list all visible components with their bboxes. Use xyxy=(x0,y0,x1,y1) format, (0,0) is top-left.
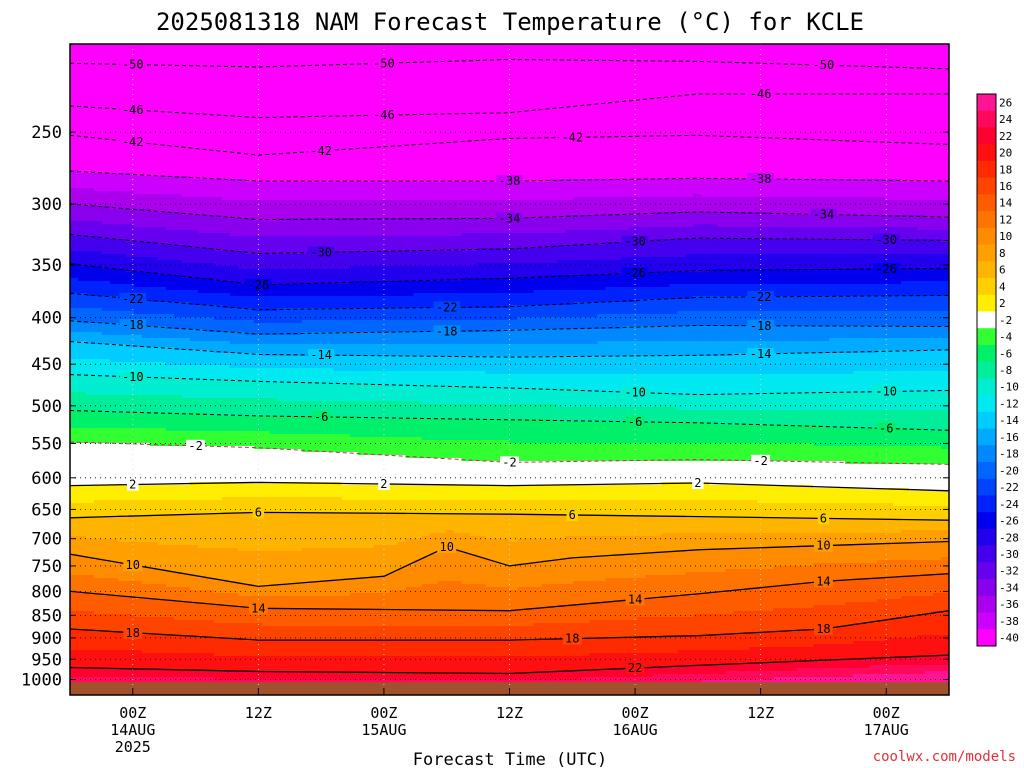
chart-title: 2025081318 NAM Forecast Temperature (°C)… xyxy=(156,8,864,36)
plot-area: -50 -50 -50-46 -46-46-42-42-42-38 -38-34 -34-… xyxy=(70,44,950,696)
chart: 2025081318 NAM Forecast Temperature (°C)… xyxy=(0,0,1024,768)
